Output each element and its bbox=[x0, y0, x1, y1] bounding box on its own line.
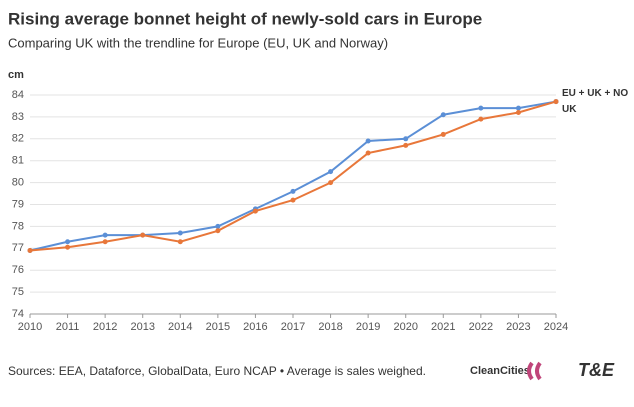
point bbox=[440, 131, 446, 137]
line bbox=[29, 100, 557, 252]
y-tick-label: 82 bbox=[12, 133, 24, 145]
legend-label: EU + UK + NO bbox=[562, 88, 628, 99]
y-axis-label: cm bbox=[8, 69, 24, 81]
x-tick-label: 2020 bbox=[393, 321, 417, 333]
x-tick-label: 2013 bbox=[130, 321, 154, 333]
point bbox=[403, 142, 409, 148]
point bbox=[27, 247, 33, 253]
y-tick-label: 81 bbox=[12, 155, 24, 167]
point bbox=[290, 188, 296, 194]
point bbox=[478, 116, 484, 122]
y-tick-label: 83 bbox=[12, 111, 24, 123]
y-tick-label: 76 bbox=[12, 264, 24, 276]
point bbox=[65, 244, 71, 250]
point bbox=[252, 208, 258, 214]
x-tick-label: 2016 bbox=[243, 321, 267, 333]
point bbox=[215, 223, 221, 229]
y-tick-label: 75 bbox=[12, 286, 24, 298]
y-tick-label: 78 bbox=[12, 220, 24, 232]
point bbox=[403, 136, 409, 142]
point bbox=[328, 169, 334, 175]
point bbox=[177, 239, 183, 245]
y-tick-label: 74 bbox=[12, 308, 24, 320]
point bbox=[102, 232, 108, 238]
point bbox=[440, 112, 446, 118]
source-note: Sources: EEA, Dataforce, GlobalData, Eur… bbox=[8, 364, 426, 378]
x-tick-label: 2017 bbox=[281, 321, 305, 333]
point bbox=[553, 99, 559, 105]
x-tick-label: 2010 bbox=[18, 321, 42, 333]
point bbox=[290, 197, 296, 203]
x-tick-label: 2012 bbox=[93, 321, 117, 333]
line bbox=[29, 100, 557, 252]
x-tick-label: 2014 bbox=[168, 321, 192, 333]
point bbox=[140, 232, 146, 238]
chart-subtitle: Comparing UK with the trendline for Euro… bbox=[8, 35, 388, 50]
x-tick-label: 2015 bbox=[206, 321, 230, 333]
chart-title: Rising average bonnet height of newly-so… bbox=[8, 9, 482, 28]
legend-label: UK bbox=[562, 104, 577, 115]
x-tick-label: 2023 bbox=[506, 321, 530, 333]
point bbox=[365, 138, 371, 144]
x-tick-label: 2018 bbox=[318, 321, 342, 333]
point bbox=[102, 239, 108, 245]
point bbox=[65, 239, 71, 245]
point bbox=[478, 105, 484, 111]
logo: T&E bbox=[578, 360, 615, 380]
y-tick-label: 84 bbox=[12, 89, 24, 101]
x-tick-label: 2022 bbox=[469, 321, 493, 333]
point bbox=[328, 180, 334, 186]
x-tick-label: 2019 bbox=[356, 321, 380, 333]
point bbox=[515, 110, 521, 116]
x-tick-label: 2011 bbox=[56, 321, 80, 333]
x-tick-label: 2021 bbox=[431, 321, 455, 333]
x-tick-label: 2024 bbox=[544, 321, 568, 333]
y-tick-label: 80 bbox=[12, 177, 24, 189]
logo-icon bbox=[527, 361, 542, 381]
point bbox=[365, 150, 371, 156]
point bbox=[215, 228, 221, 234]
point bbox=[515, 105, 521, 111]
y-tick-label: 77 bbox=[12, 242, 24, 254]
logo: CleanCities bbox=[470, 365, 530, 377]
y-tick-label: 79 bbox=[12, 198, 24, 210]
point bbox=[177, 230, 183, 236]
